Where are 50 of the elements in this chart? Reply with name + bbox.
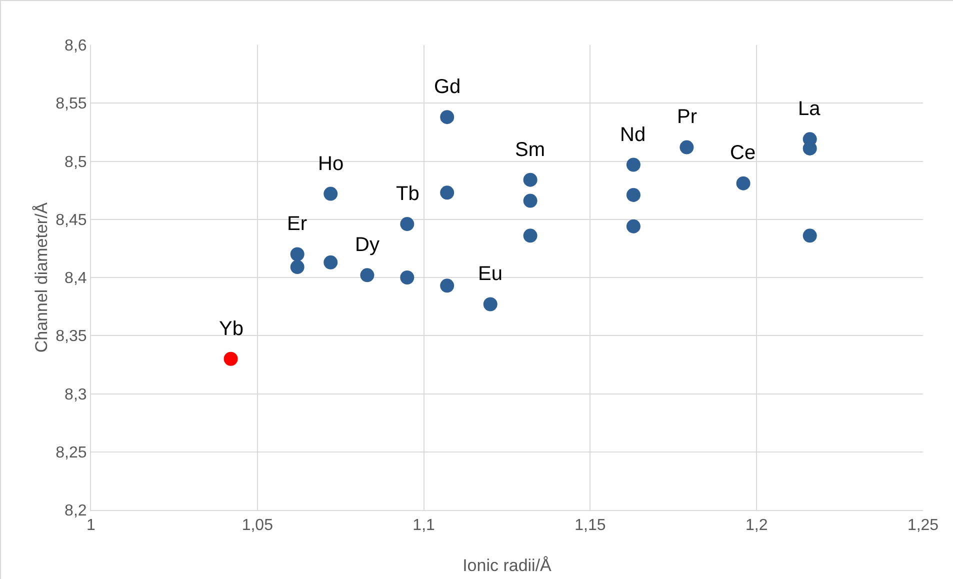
annotation: Ce xyxy=(730,142,756,164)
point xyxy=(440,278,454,293)
y-axis-title: Channel diameter/Å xyxy=(32,202,51,353)
annotation: Pr xyxy=(677,106,698,128)
point xyxy=(626,158,640,172)
y-tick-label: 8,25 xyxy=(56,444,87,462)
point xyxy=(290,260,304,274)
point xyxy=(736,176,750,190)
point xyxy=(440,186,454,200)
point xyxy=(523,228,538,243)
point xyxy=(324,186,338,201)
y-tick-label: 8,3 xyxy=(64,386,87,404)
point xyxy=(290,247,304,262)
point xyxy=(523,194,538,208)
y-tick-label: 8,5 xyxy=(64,154,87,171)
y-tick-label: 8,35 xyxy=(56,328,87,346)
x-tick-label: 1,2 xyxy=(745,517,768,534)
annotation: Dy xyxy=(355,234,380,256)
annotation: Sm xyxy=(515,139,545,161)
y-tick-label: 8,2 xyxy=(64,502,87,520)
point xyxy=(523,172,538,187)
point xyxy=(440,110,454,124)
annotation: La xyxy=(798,98,822,120)
point xyxy=(324,255,338,270)
x-tick-label: 1,1 xyxy=(412,517,436,534)
point xyxy=(626,219,640,234)
point xyxy=(400,270,414,284)
x-tick-label: 1 xyxy=(86,517,96,534)
y-tick-label: 8,55 xyxy=(56,96,87,113)
annotation: Nd xyxy=(620,124,646,146)
y-tick-label: 8,6 xyxy=(64,38,87,55)
y-tick-label: 8,4 xyxy=(64,270,87,288)
annotation: Yb xyxy=(219,318,244,340)
annotation: Er xyxy=(287,213,308,235)
y-tick-label: 8,45 xyxy=(56,212,87,229)
point xyxy=(360,268,374,282)
annotation: Tb xyxy=(396,183,420,205)
point xyxy=(626,188,640,202)
annotation: Ho xyxy=(318,153,344,175)
x-tick-label: 1,05 xyxy=(242,517,274,534)
annotation: Gd xyxy=(434,76,461,98)
point xyxy=(400,217,414,232)
x-tick-label: 1,25 xyxy=(907,517,939,534)
point xyxy=(483,297,498,312)
point xyxy=(680,140,694,154)
x-tick-label: 1,15 xyxy=(574,517,606,534)
point xyxy=(224,352,238,366)
annotation: Eu xyxy=(478,263,502,285)
point xyxy=(802,228,817,243)
x-axis-title: Ionic radii/Å xyxy=(462,556,552,575)
